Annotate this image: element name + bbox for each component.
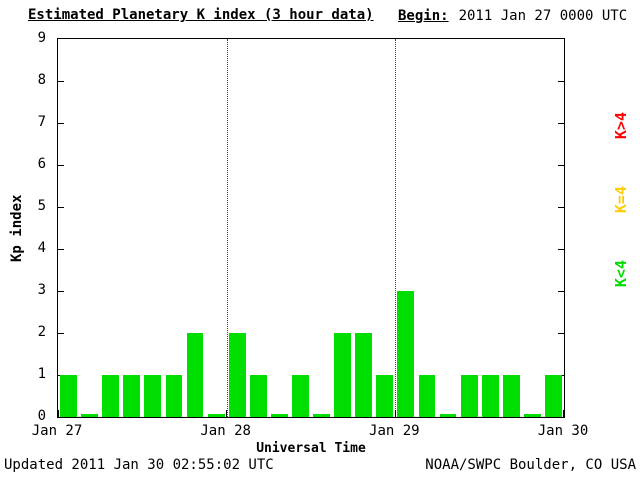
y-tick-mark <box>558 206 564 208</box>
legend-item: K=4 <box>612 186 630 214</box>
plot-area <box>57 38 565 418</box>
day-boundary-line <box>395 39 397 417</box>
legend-item: K>4 <box>612 112 630 140</box>
kp-bar <box>523 414 541 417</box>
kp-bar <box>481 375 499 417</box>
y-tick-mark <box>58 122 64 124</box>
y-tick-mark <box>558 122 564 124</box>
legend: K>4 K=4 K<4 <box>608 112 630 372</box>
y-tick-mark <box>558 164 564 166</box>
kp-bar <box>355 333 373 417</box>
kp-bar <box>397 291 415 417</box>
y-tick-mark <box>58 332 64 334</box>
legend-item: K<4 <box>612 260 630 288</box>
y-axis-title: Kp index <box>9 194 25 262</box>
kp-bar <box>313 414 330 417</box>
kp-bar <box>270 414 288 417</box>
chart-title: Estimated Planetary K index (3 hour data… <box>28 7 374 23</box>
y-tick-mark <box>58 80 64 82</box>
x-tick-label: Jan 28 <box>200 423 251 439</box>
kp-bar <box>102 375 120 417</box>
x-tick-mark <box>226 410 228 417</box>
kp-bar <box>60 375 77 417</box>
y-tick-mark <box>58 248 64 250</box>
day-boundary-line <box>226 39 228 417</box>
x-tick-label: Jan 27 <box>31 423 83 439</box>
y-tick-label: 1 <box>37 366 46 382</box>
kp-bar <box>502 375 520 417</box>
y-tick-label: 7 <box>37 114 46 130</box>
kp-bar <box>228 333 246 417</box>
kp-bar <box>186 333 204 417</box>
x-tick-mark <box>563 410 564 417</box>
y-axis-tick-labels: 0 1 2 3 4 5 6 7 8 9 <box>26 30 46 424</box>
y-tick-mark <box>558 290 564 292</box>
begin-label: Begin: <box>398 8 449 24</box>
x-axis-tick-labels: Jan 27 Jan 28 Jan 29 Jan 30 <box>32 423 589 439</box>
kp-bar <box>439 414 457 417</box>
y-tick-label: 8 <box>37 72 46 88</box>
x-tick-mark <box>394 410 396 417</box>
x-tick-mark <box>58 410 59 417</box>
x-axis-title: Universal Time <box>256 441 366 456</box>
y-tick-label: 3 <box>37 282 46 298</box>
credit-text: NOAA/SWPC Boulder, CO USA <box>425 457 636 473</box>
y-tick-mark <box>58 206 64 208</box>
kp-bar <box>460 375 478 417</box>
kp-bar <box>81 414 99 417</box>
kp-bar <box>334 333 352 417</box>
y-tick-mark <box>58 290 64 292</box>
kp-bar <box>418 375 436 417</box>
y-tick-mark <box>558 80 564 82</box>
begin-block: Begin: 2011 Jan 27 0000 UTC <box>398 8 627 24</box>
kp-bar <box>292 375 309 417</box>
y-tick-label: 4 <box>37 240 46 256</box>
kp-bar <box>545 375 562 417</box>
begin-value: 2011 Jan 27 0000 UTC <box>458 8 628 24</box>
y-tick-label: 5 <box>37 198 46 214</box>
kp-bar <box>144 375 162 417</box>
updated-text: Updated 2011 Jan 30 02:55:02 UTC <box>4 457 274 473</box>
kp-bar <box>207 414 225 417</box>
kp-bar <box>376 375 394 417</box>
y-tick-mark <box>58 164 64 166</box>
kp-bar <box>249 375 267 417</box>
y-tick-label: 9 <box>37 30 46 46</box>
y-tick-mark <box>558 248 564 250</box>
y-tick-label: 6 <box>37 156 46 172</box>
kp-bar <box>165 375 183 417</box>
x-tick-label: Jan 30 <box>537 423 589 439</box>
y-tick-label: 2 <box>37 324 46 340</box>
y-tick-mark <box>558 332 564 334</box>
y-tick-label: 0 <box>37 408 46 424</box>
kp-bar <box>123 375 141 417</box>
x-tick-label: Jan 29 <box>369 423 420 439</box>
